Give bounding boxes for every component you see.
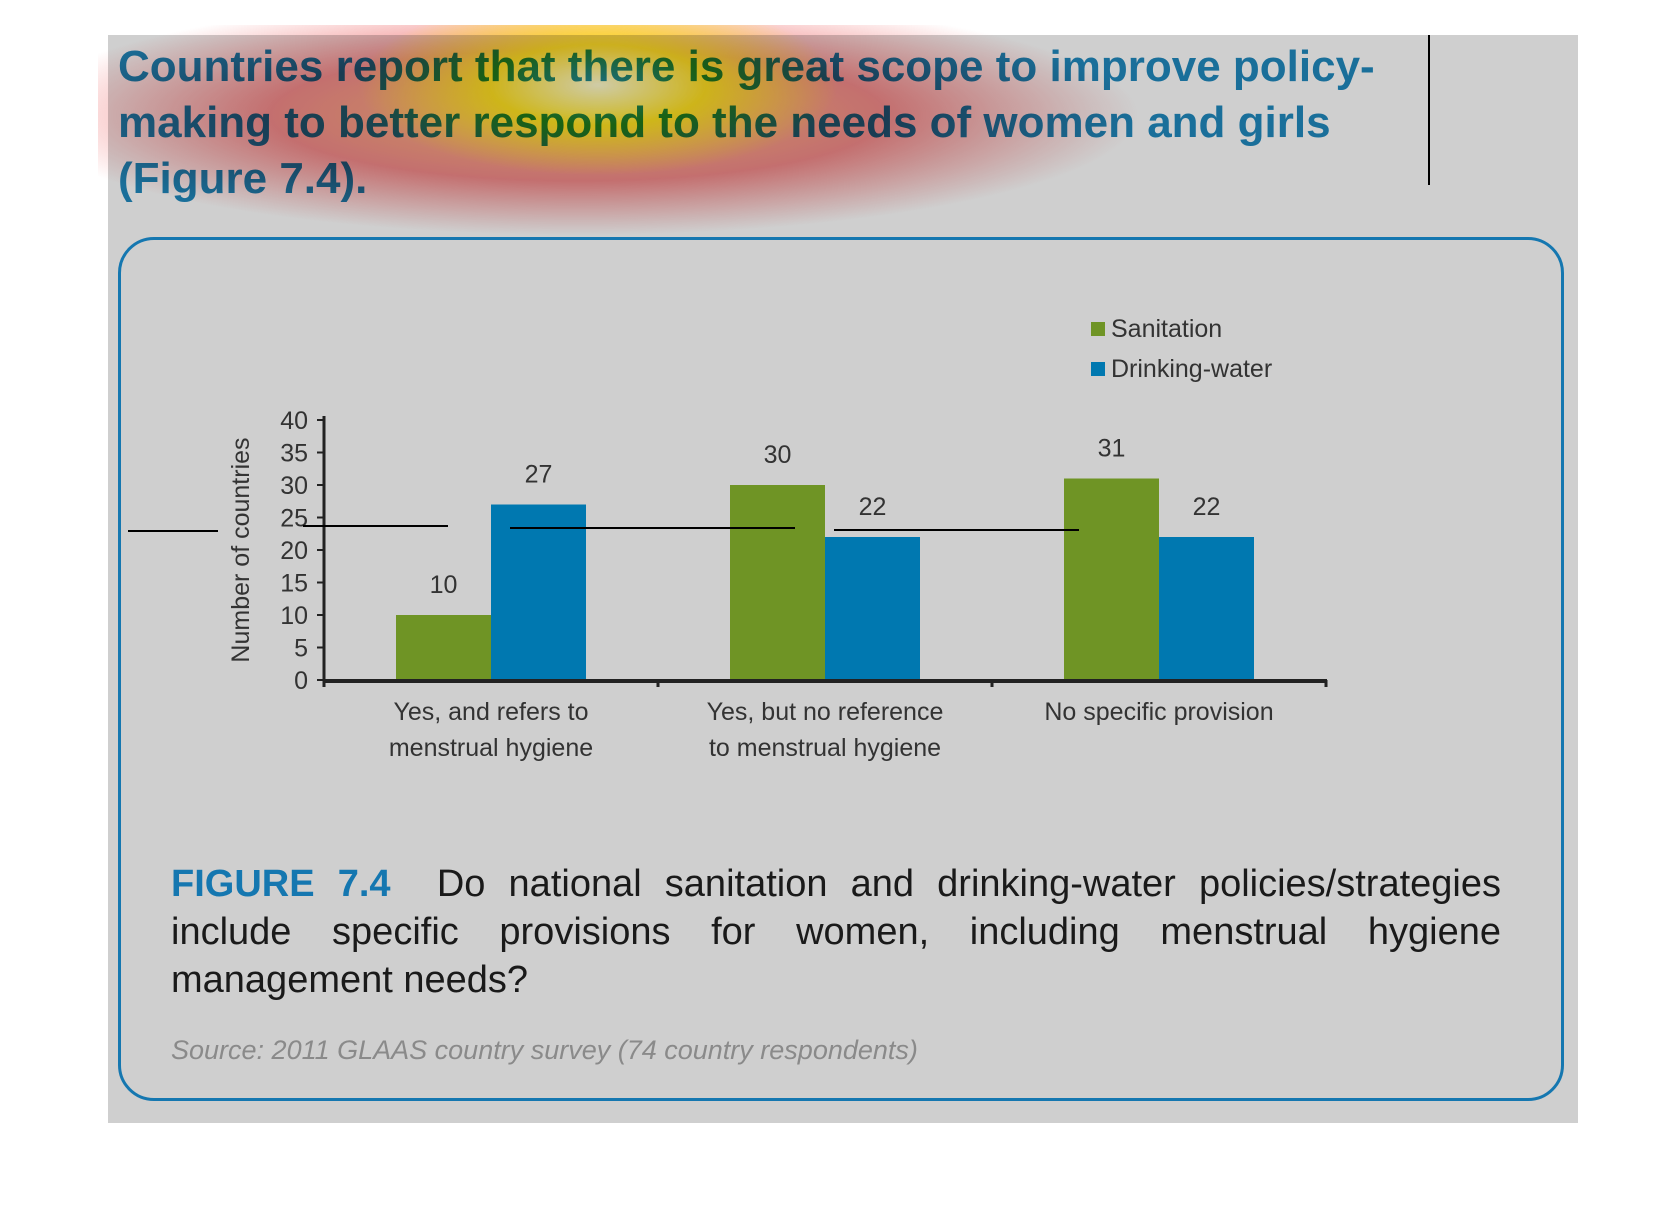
bar-sanitation — [730, 485, 825, 680]
x-category-label: to menstrual hygiene — [709, 734, 941, 762]
legend-label: Sanitation — [1111, 315, 1222, 343]
y-tick-label: 35 — [280, 440, 308, 468]
annotation-line — [128, 530, 218, 532]
y-tick-label: 20 — [280, 537, 308, 565]
data-label: 10 — [430, 571, 458, 599]
bar-drinking-water — [825, 537, 920, 680]
x-category-label: No specific provision — [1044, 698, 1273, 726]
headline-text: Countries report that there is great sco… — [118, 42, 1375, 203]
bar-sanitation — [396, 615, 491, 680]
y-tick-label: 5 — [294, 635, 308, 663]
bar-drinking-water — [1159, 537, 1254, 680]
y-tick-label: 40 — [280, 407, 308, 435]
legend-label: Drinking-water — [1111, 355, 1272, 383]
bar-chart: 0 5 10 15 20 25 30 35 40 Number of countries 10 30 3… — [227, 315, 1328, 762]
y-tick-label: 0 — [294, 667, 308, 695]
figure-caption-label: FIGURE 7.4 — [171, 863, 391, 905]
figure-panel: 0 5 10 15 20 25 30 35 40 Number of countries 10 30 3… — [118, 237, 1564, 1101]
x-category-label: menstrual hygiene — [389, 734, 593, 762]
x-category-label: Yes, but no reference — [707, 698, 944, 726]
data-label: 30 — [764, 441, 792, 469]
legend-swatch-sanitation — [1091, 322, 1105, 336]
slide-page: Countries report that there is great sco… — [98, 25, 1578, 1123]
y-tick-label: 15 — [280, 570, 308, 598]
annotation-line — [303, 525, 448, 527]
x-category-label: Yes, and refers to — [393, 698, 588, 726]
bar-sanitation — [1064, 478, 1159, 680]
text-cursor-line — [1428, 35, 1430, 185]
figure-caption: FIGURE 7.4 Do national sanitation and dr… — [171, 860, 1501, 1004]
y-tick-label: 10 — [280, 602, 308, 630]
data-label: 31 — [1098, 435, 1126, 463]
y-tick-label: 25 — [280, 505, 308, 533]
y-axis-title: Number of countries — [227, 437, 255, 662]
figure-source: Source: 2011 GLAAS country survey (74 co… — [171, 1035, 918, 1065]
annotation-line — [834, 529, 1079, 531]
y-tick-label: 30 — [280, 472, 308, 500]
bar-drinking-water — [491, 504, 586, 680]
data-label: 22 — [859, 493, 887, 521]
data-label: 27 — [525, 461, 553, 489]
legend-swatch-drinking-water — [1091, 362, 1105, 376]
annotation-line — [510, 527, 795, 529]
data-label: 22 — [1193, 493, 1221, 521]
figure-caption-text: Do national sanitation and drinking-wate… — [171, 863, 1501, 1001]
